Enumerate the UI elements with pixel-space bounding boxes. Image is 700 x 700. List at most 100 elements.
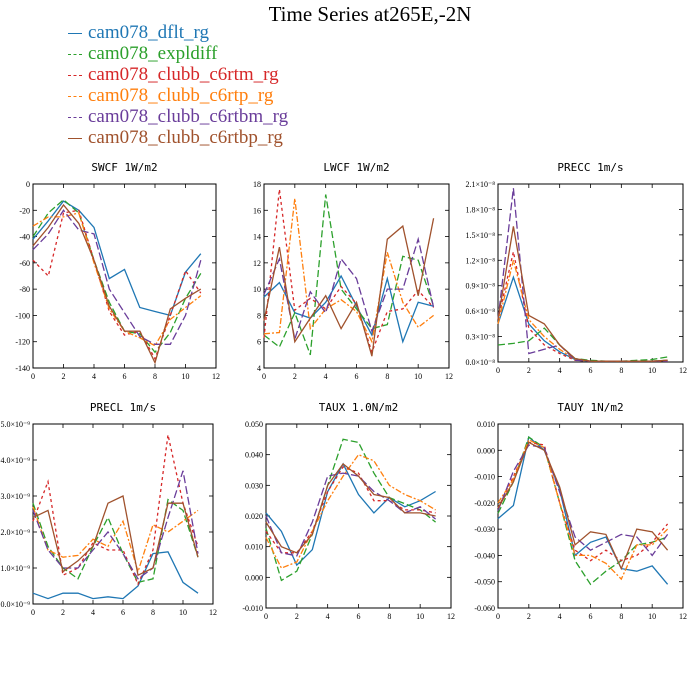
x-tick-label: 2 — [61, 608, 65, 617]
x-tick-label: 4 — [324, 372, 328, 381]
x-tick-label: 6 — [589, 612, 593, 621]
legend-label: cam078_clubb_c6rtbm_rg — [88, 106, 289, 127]
x-tick-label: 6 — [355, 372, 359, 381]
x-tick-label: 10 — [416, 612, 424, 621]
y-tick-label: -100 — [15, 311, 30, 320]
x-tick-label: 2 — [527, 612, 531, 621]
series-line-cam078_clubb_c6rtm_rg — [265, 466, 436, 554]
series-line-cam078_expldiff — [263, 194, 435, 356]
x-tick-label: 12 — [212, 372, 220, 381]
y-tick-label: 0 — [26, 180, 30, 189]
legend-entry: cam078_clubb_c6rtm_rg — [68, 64, 288, 85]
x-tick-label: 2 — [295, 612, 299, 621]
y-tick-label: 2.1×10⁻⁸ — [465, 180, 495, 189]
y-tick-label: 1.0×10⁻⁹ — [0, 564, 30, 573]
x-tick-label: 10 — [648, 612, 656, 621]
subplot-title: SWCF 1W/m2 — [91, 161, 157, 174]
x-tick-label: 12 — [445, 372, 453, 381]
y-tick-label: -0.010 — [474, 473, 495, 482]
subplot-3: PRECC 1m/s 0 2 4 6 8 10 12 0.0×10⁻⁸ 0.3×10⁻⁸ 0.6×1… — [465, 161, 687, 375]
series-line-cam078_clubb_c6rtp_rg — [263, 198, 434, 344]
legend: cam078_dflt_rg cam078_expldiff cam078_club… — [68, 22, 288, 148]
y-tick-label: 0.9×10⁻⁸ — [465, 282, 495, 291]
y-tick-label: 2.0×10⁻⁹ — [0, 528, 30, 537]
x-tick-label: 0 — [31, 372, 35, 381]
y-tick-label: 0.030 — [245, 481, 263, 490]
y-tick-label: 16 — [253, 206, 261, 215]
series-line-cam078_clubb_c6rtm_rg — [32, 209, 202, 361]
y-tick-label: 5.0×10⁻⁹ — [0, 420, 30, 429]
x-tick-label: 2 — [293, 372, 297, 381]
y-tick-label: -0.010 — [242, 604, 263, 613]
x-tick-label: 8 — [151, 608, 155, 617]
plot-frame — [265, 423, 452, 609]
legend-swatch — [68, 117, 82, 119]
legend-label: cam078_clubb_c6rtbp_rg — [88, 127, 283, 148]
series-line-cam078_dflt_rg — [497, 435, 669, 585]
series-line-cam078_clubb_c6rtbp_rg — [497, 441, 669, 571]
series-line-cam078_clubb_c6rtbm_rg — [265, 472, 437, 557]
x-tick-label: 12 — [679, 612, 687, 621]
y-tick-label: 4.0×10⁻⁹ — [0, 456, 30, 465]
subplot-4: PRECL 1m/s 0 2 4 6 8 10 12 0.0×10⁻⁹ 1.0×10⁻⁹ 2.0×1… — [0, 401, 217, 617]
x-tick-label: 6 — [123, 372, 127, 381]
y-tick-label: 0.040 — [245, 451, 263, 460]
y-tick-label: -120 — [15, 338, 30, 347]
y-tick-label: 3.0×10⁻⁹ — [0, 492, 30, 501]
y-tick-label: -40 — [19, 233, 30, 242]
series-line-cam078_expldiff — [265, 438, 437, 582]
x-tick-label: 4 — [91, 608, 95, 617]
series-line-cam078_clubb_c6rtm_rg — [263, 189, 435, 355]
legend-label: cam078_clubb_c6rtm_rg — [88, 64, 279, 85]
y-tick-label: 8 — [257, 311, 261, 320]
legend-label: cam078_dflt_rg — [88, 22, 210, 43]
y-tick-label: 6 — [257, 338, 261, 347]
y-tick-label: 4 — [257, 364, 261, 373]
legend-swatch — [68, 138, 82, 140]
y-tick-label: 0.020 — [245, 512, 263, 521]
legend-label: cam078_expldiff — [88, 43, 218, 64]
series-line-cam078_dflt_rg — [263, 274, 434, 344]
y-tick-label: -0.020 — [474, 499, 495, 508]
y-tick-label: 0.0×10⁻⁹ — [0, 600, 30, 609]
series-line-cam078_clubb_c6rtbm_rg — [32, 209, 202, 345]
series-line-cam078_clubb_c6rtbm_rg — [32, 470, 199, 580]
x-tick-label: 0 — [264, 612, 268, 621]
legend-swatch — [68, 75, 82, 77]
series-line-cam078_clubb_c6rtbp_rg — [497, 226, 668, 362]
y-tick-label: 12 — [253, 259, 261, 268]
y-tick-label: -20 — [19, 206, 30, 215]
y-tick-label: -140 — [15, 364, 30, 373]
x-tick-label: 8 — [387, 612, 391, 621]
x-tick-label: 4 — [558, 612, 562, 621]
x-tick-label: 12 — [209, 608, 217, 617]
series-line-cam078_clubb_c6rtbp_rg — [263, 218, 435, 357]
legend-swatch — [68, 33, 82, 35]
x-tick-label: 4 — [326, 612, 330, 621]
legend-swatch — [68, 96, 82, 98]
legend-entry: cam078_clubb_c6rtbp_rg — [68, 127, 288, 148]
subplot-5: TAUX 1.0N/m2 0 2 4 6 8 10 12 -0.010 0.000 0.010 0.0… — [242, 401, 455, 621]
y-tick-label: 0.000 — [477, 446, 495, 455]
legend-swatch — [68, 54, 82, 56]
series-line-cam078_clubb_c6rtp_rg — [497, 260, 668, 362]
x-tick-label: 12 — [679, 366, 687, 375]
y-tick-label: -80 — [19, 285, 30, 294]
y-tick-label: 0.010 — [245, 543, 263, 552]
x-tick-label: 6 — [357, 612, 361, 621]
x-tick-label: 8 — [619, 612, 623, 621]
plot-frame — [263, 183, 450, 369]
x-tick-label: 2 — [62, 372, 66, 381]
x-tick-label: 4 — [558, 366, 562, 375]
y-tick-label: 1.5×10⁻⁸ — [465, 231, 495, 240]
series-line-cam078_expldiff — [497, 327, 668, 362]
x-tick-label: 0 — [31, 608, 35, 617]
x-tick-label: 8 — [153, 372, 157, 381]
series-line-cam078_dflt_rg — [265, 462, 436, 567]
y-tick-label: 0.3×10⁻⁸ — [465, 333, 495, 342]
y-tick-label: -0.030 — [474, 525, 495, 534]
x-tick-label: 4 — [92, 372, 96, 381]
y-tick-label: -60 — [19, 259, 30, 268]
y-tick-label: 0.0×10⁻⁸ — [465, 358, 495, 367]
